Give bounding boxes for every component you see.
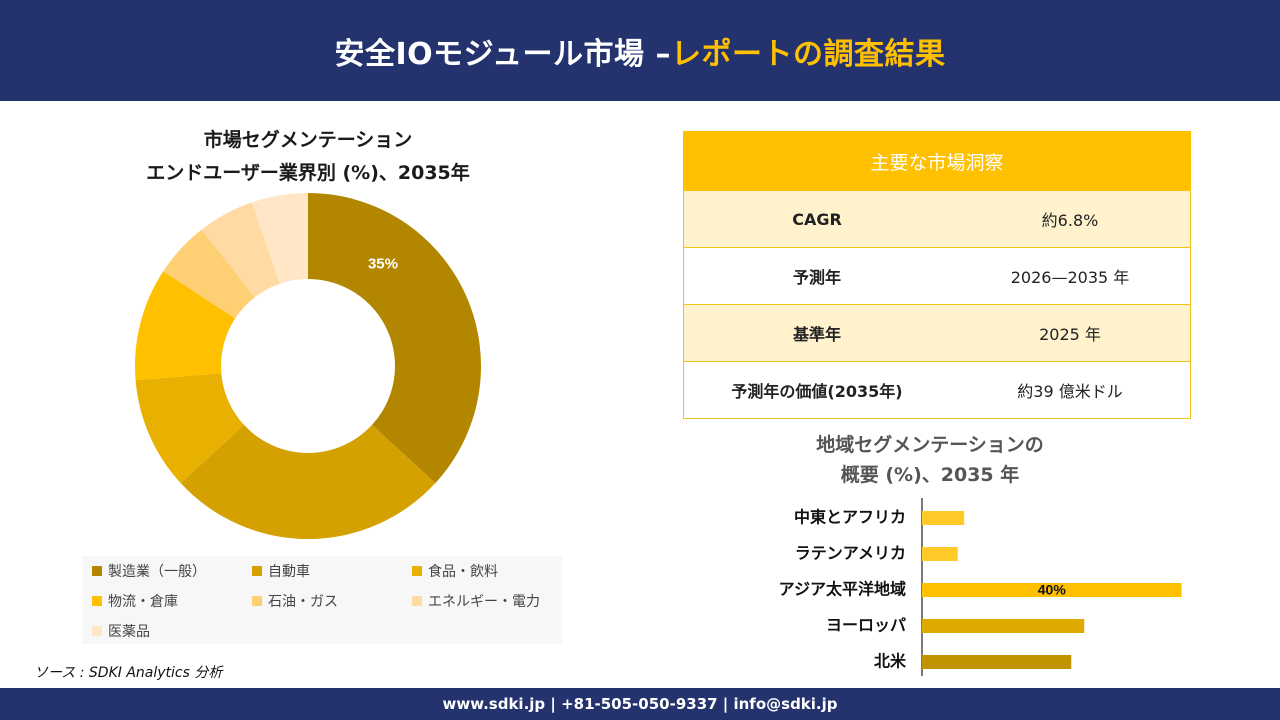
- donut-slice: [135, 373, 244, 484]
- legend-item: 石油・ガス: [252, 591, 338, 611]
- legend-item: 医薬品: [92, 621, 150, 641]
- donut-slice: [180, 424, 436, 539]
- insights-value: 2025 年: [1039, 325, 1101, 344]
- header-title-accent: レポートの調査結果: [671, 36, 946, 72]
- report-header: 安全IOモジュール市場 – レポートの調査結果: [0, 0, 1280, 101]
- legend-item: エネルギー・電力: [412, 591, 540, 611]
- donut-slice: [201, 202, 280, 298]
- legend-item: 物流・倉庫: [92, 591, 178, 611]
- legend-swatch: [92, 626, 102, 636]
- bar: [922, 511, 965, 525]
- bar-category-label: 中東とアフリカ: [794, 508, 906, 527]
- legend-label: エネルギー・電力: [428, 594, 540, 610]
- legend-swatch: [252, 596, 262, 606]
- insights-key: CAGR: [792, 209, 842, 229]
- insights-row: 基準年 2025 年: [683, 305, 1191, 362]
- insights-row: 予測年の価値(2035年) 約39 億米ドル: [683, 362, 1191, 419]
- legend-label: 食品・飲料: [428, 564, 498, 580]
- donut-chart-subtitle: エンドユーザー業界別 (%)、2035年: [146, 162, 470, 184]
- insights-value: 2026—2035 年: [1010, 268, 1130, 287]
- source-note: ソース : SDKI Analytics 分析: [34, 665, 223, 681]
- donut-data-label: 35%: [368, 256, 398, 273]
- bar-category-label: ヨーロッパ: [826, 616, 906, 635]
- legend-label: 石油・ガス: [268, 594, 338, 610]
- legend-swatch: [92, 596, 102, 606]
- insights-row: 予測年 2026—2035 年: [683, 248, 1191, 305]
- donut-slice: [308, 193, 482, 484]
- insights-title: 主要な市場洞察: [683, 131, 1191, 191]
- bar: [922, 619, 1085, 633]
- bar-category-label: ラテンアメリカ: [795, 544, 906, 563]
- legend-swatch: [412, 596, 422, 606]
- footer-contact: www.sdki.jp | +81-505-050-9337 | info@sd…: [0, 688, 1280, 720]
- legend-swatch: [92, 566, 102, 576]
- legend-swatch: [252, 566, 262, 576]
- legend-label: 自動車: [268, 564, 310, 580]
- region-chart-title: 地域セグメンテーションの: [816, 434, 1044, 456]
- bar-data-label: 40%: [1038, 582, 1067, 598]
- legend-item: 自動車: [252, 561, 310, 581]
- insights-row: CAGR 約6.8%: [683, 191, 1191, 248]
- region-chart-title-block: 地域セグメンテーションの 概要 (%)、2035 年: [740, 430, 1120, 490]
- legend-item: 製造業（一般）: [92, 561, 206, 581]
- insights-key: 予測年: [792, 268, 841, 287]
- donut-slice: [135, 271, 236, 381]
- donut-slice: [251, 193, 308, 284]
- header-title-main: 安全IOモジュール市場 –: [334, 36, 671, 72]
- region-chart-subtitle: 概要 (%)、2035 年: [840, 464, 1020, 486]
- donut-slice: [163, 229, 255, 319]
- bar-category-label: アジア太平洋地域: [779, 580, 906, 599]
- insights-table: 主要な市場洞察 CAGR 約6.8% 予測年 2026—2035 年 基準年 2…: [683, 131, 1191, 419]
- legend-label: 医薬品: [108, 624, 150, 640]
- insights-value: 約6.8%: [1041, 211, 1099, 230]
- insights-key: 基準年: [792, 325, 841, 344]
- donut-chart-title-block: 市場セグメンテーション エンドユーザー業界別 (%)、2035年: [118, 124, 498, 190]
- donut-legend: 製造業（一般） 自動車 食品・飲料物流・倉庫 石油・ガス エネルギー・電力医薬品: [82, 556, 562, 644]
- insights-key: 予測年の価値(2035年): [731, 382, 903, 401]
- insights-value: 約39 億米ドル: [1017, 382, 1123, 401]
- bar-category-label: 北米: [874, 652, 907, 671]
- legend-item: 食品・飲料: [412, 561, 498, 581]
- donut-chart: 35%: [135, 193, 482, 539]
- bar: [922, 655, 1072, 669]
- bar: [922, 547, 958, 561]
- legend-label: 製造業（一般）: [108, 564, 206, 580]
- bar: [922, 583, 1182, 597]
- donut-chart-title: 市場セグメンテーション: [203, 129, 413, 151]
- legend-label: 物流・倉庫: [108, 594, 178, 610]
- legend-swatch: [412, 566, 422, 576]
